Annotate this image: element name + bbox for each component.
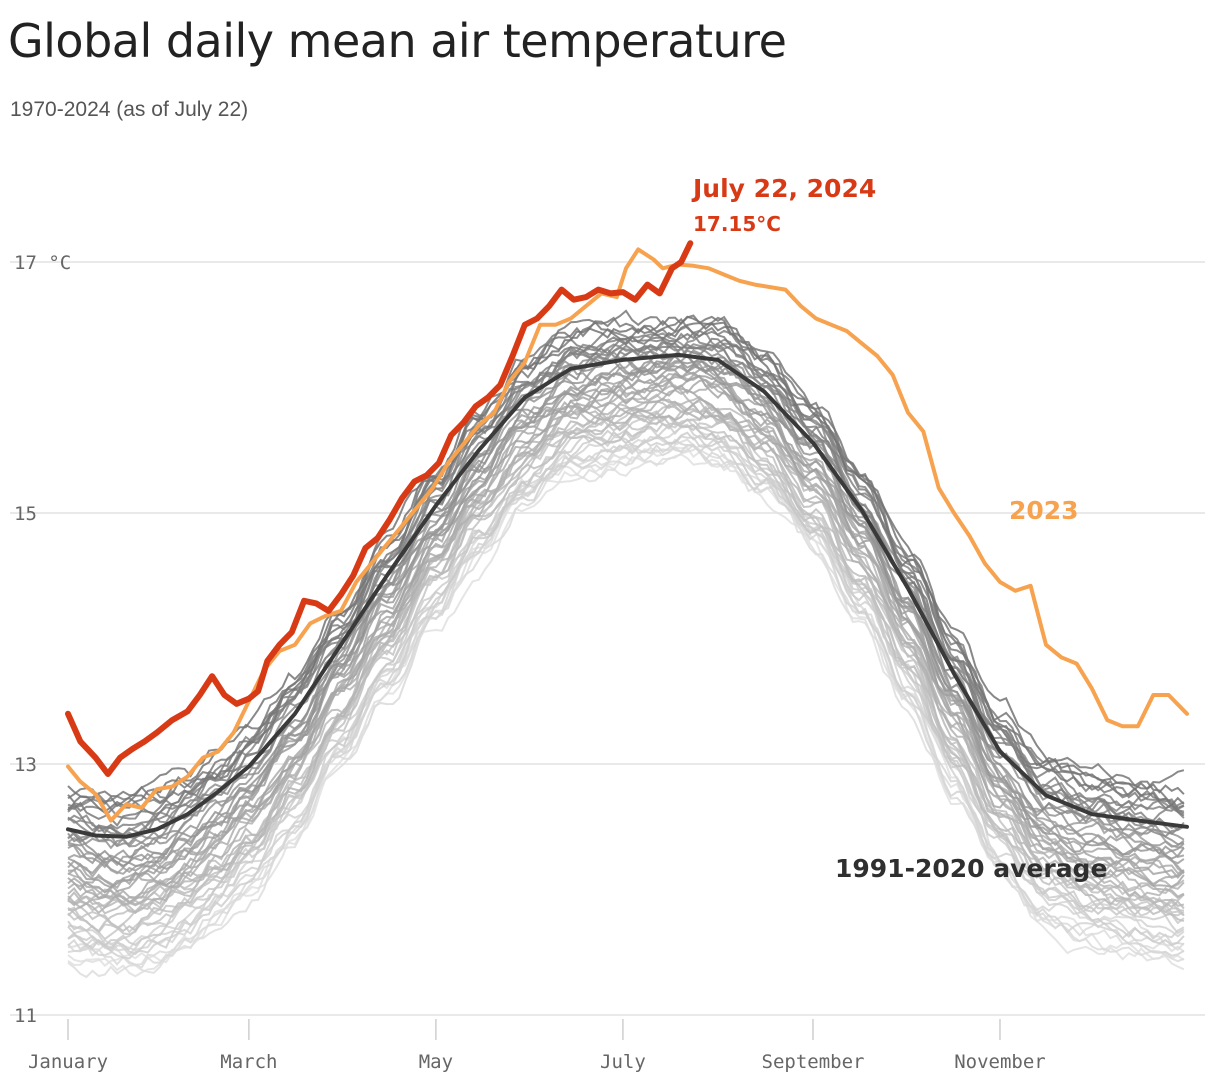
history-line-48 xyxy=(67,327,1185,816)
x-tick-label-september: September xyxy=(762,1051,865,1073)
annotation-2023: 2023 xyxy=(1009,496,1079,525)
history-line-38 xyxy=(67,355,1185,848)
axes: 11 13 15 17 °C January March May July September N… xyxy=(14,252,1046,1073)
x-tick-label-march: March xyxy=(220,1051,277,1073)
history-line-34 xyxy=(67,350,1184,875)
y-tick-label-17: 17 °C xyxy=(14,252,71,274)
x-tick-label-july: July xyxy=(600,1051,646,1073)
history-line-22 xyxy=(67,384,1185,907)
history-line-51 xyxy=(67,309,1185,808)
history-line-13 xyxy=(67,414,1185,941)
history-line-50 xyxy=(67,316,1185,821)
history-line-53 xyxy=(67,315,1185,813)
line-2024 xyxy=(65,240,694,777)
history-line-27 xyxy=(67,372,1185,900)
page-subtitle: 1970-2024 (as of July 22) xyxy=(10,98,249,121)
history-line-16 xyxy=(67,415,1185,933)
annotations: July 22, 2024 17.15°C 2023 1991-2020 ave… xyxy=(691,174,1107,883)
page-title: Global daily mean air temperature xyxy=(8,14,787,68)
grid-lines xyxy=(10,261,1205,1016)
y-tick-label-13: 13 xyxy=(14,754,37,776)
x-tick-label-may: May xyxy=(419,1051,453,1073)
x-tick-label-january: January xyxy=(28,1051,108,1073)
y-tick-label-11: 11 xyxy=(14,1005,37,1027)
history-line-4 xyxy=(67,438,1185,966)
history-line-2 xyxy=(67,453,1185,978)
average-line xyxy=(66,352,1189,839)
x-tick-label-november: November xyxy=(954,1051,1046,1073)
annotation-average: 1991-2020 average xyxy=(835,854,1107,883)
history-line-30 xyxy=(67,371,1185,890)
history-line-52 xyxy=(67,318,1185,804)
annotation-17-15c: 17.15°C xyxy=(693,212,781,236)
history-line-21 xyxy=(67,395,1185,909)
series-lines xyxy=(65,240,1189,839)
history-line-43 xyxy=(67,331,1185,839)
y-tick-label-15: 15 xyxy=(14,503,37,525)
annotation-july-22-2024: July 22, 2024 xyxy=(691,174,876,203)
history-line-33 xyxy=(67,361,1185,875)
historical-years xyxy=(67,309,1185,979)
